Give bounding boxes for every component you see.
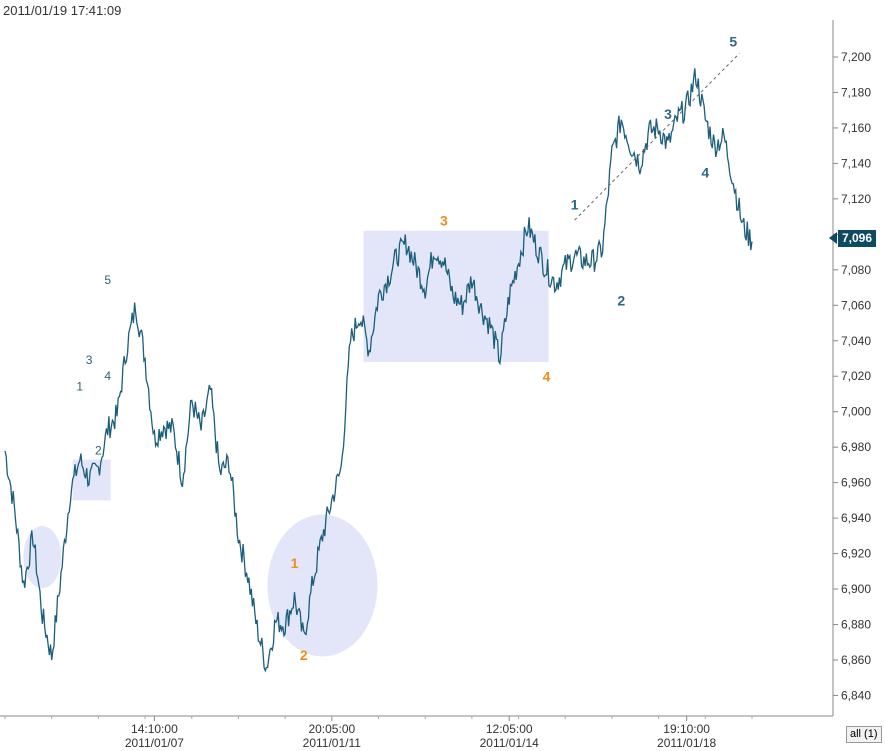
wave-label: 4 [701,165,709,181]
y-tick-label: 7,200 [841,50,871,64]
y-tick-label: 7,180 [841,85,871,99]
y-axis-ticks: 6,840 6,860 6,880 6,900 6,920 6,940 6,960 6,980… [833,50,871,702]
x-tick-date: 2011/01/07 [125,736,184,750]
range-all-button[interactable]: all (1) [846,726,882,743]
highlight-ellipse-small [23,526,62,589]
wave-label: 5 [104,273,111,287]
chart-timestamp: 2011/01/19 17:41:09 [3,3,122,18]
x-tick-time: 12:05:00 [486,722,533,736]
x-tick-time: 14:10:00 [131,722,178,736]
x-tick-date: 2011/01/11 [303,736,362,750]
wave-label: 1 [291,555,299,571]
y-tick-label: 6,860 [841,653,871,667]
trend-line [574,53,740,221]
wave-label: 4 [543,369,551,385]
y-tick-label: 6,920 [841,547,871,561]
wave-label: 3 [440,212,448,228]
y-tick-label: 7,020 [841,369,871,383]
x-tick-date: 2011/01/18 [657,736,716,750]
y-tick-label: 7,040 [841,334,871,348]
x-tick-time: 19:10:00 [663,722,710,736]
wave-label: 3 [86,353,93,367]
y-tick-label: 6,900 [841,582,871,596]
x-tick-date: 2011/01/14 [480,736,539,750]
y-tick-label: 6,840 [841,688,871,702]
wave-label: 5 [729,33,737,49]
y-tick-label: 7,160 [841,121,871,135]
wave-label: 2 [95,443,102,457]
wave-label: 4 [104,369,111,383]
y-tick-label: 7,140 [841,156,871,170]
wave-label: 1 [571,197,579,213]
y-tick-label: 6,960 [841,476,871,490]
y-tick-label: 6,980 [841,440,871,454]
y-tick-label: 7,120 [841,192,871,206]
y-tick-label: 7,060 [841,298,871,312]
price-series-line [4,68,753,673]
y-tick-label: 7,000 [841,405,871,419]
x-tick-time: 20:05:00 [308,722,355,736]
y-tick-label: 7,080 [841,263,871,277]
wave-label: 3 [664,106,672,122]
last-price-arrow-icon [829,232,837,244]
wave-label: 2 [617,292,625,308]
y-tick-label: 6,880 [841,618,871,632]
wave-label: 1 [76,379,83,393]
y-tick-label: 6,940 [841,511,871,525]
highlight-shapes [23,230,549,657]
axes [0,20,834,717]
highlight-ellipse-large [267,514,378,657]
wave-label: 2 [300,647,308,663]
last-price-tag: 7,096 [838,230,877,247]
